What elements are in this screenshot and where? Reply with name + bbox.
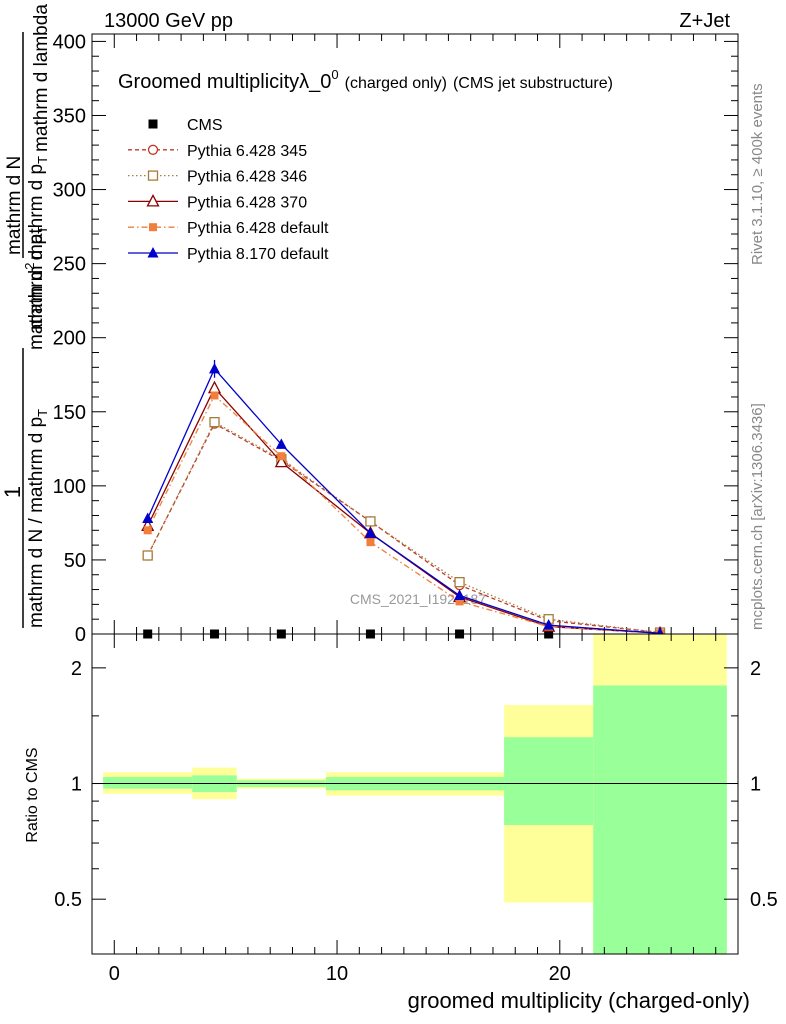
data-point: [277, 452, 286, 461]
ratio-stat-band: [504, 737, 594, 825]
legend-marker: [147, 247, 159, 258]
data-point: [455, 597, 464, 606]
legend: CMS Pythia 6.428 345 Pythia 6.428 346 Pythi…: [128, 117, 329, 263]
y-tick-label: 300: [53, 180, 86, 202]
y-tick-label: 400: [53, 31, 86, 53]
legend-label: Pythia 6.428 370: [187, 194, 307, 211]
ratio-y-tick-label-right: 1: [750, 774, 761, 796]
ratio-y-tick-label: 1: [71, 774, 82, 796]
ylabel-main-den: mathrm d pT: [26, 226, 50, 330]
ylabel-main-num: mathrm d N: [4, 156, 25, 255]
header-right: Z+Jet: [679, 10, 730, 32]
legend-marker: [146, 193, 160, 207]
data-point: [210, 391, 219, 400]
y-tick-label: 250: [53, 254, 86, 276]
ratio-y-ticks: 0.5 0.5 1 1 2 2: [54, 658, 778, 911]
main-plot: 0 50 100 150 200 250 300 350 400 CMS_2021_I19201…: [53, 31, 739, 646]
ratio-stat-band: [593, 685, 727, 954]
ratio-stat-band: [103, 776, 193, 789]
ratio-bands: [103, 634, 727, 954]
legend-item: Pythia 6.428 346: [128, 169, 307, 186]
data-point: [143, 526, 152, 535]
y-tick-label: 50: [64, 550, 86, 572]
header-left: 13000 GeV pp: [104, 10, 233, 32]
watermark: CMS_2021_I1920187: [350, 591, 486, 607]
x-axis-label: groomed multiplicity (charged-only): [408, 988, 750, 1013]
data-point: [142, 550, 153, 561]
data-point: [274, 454, 288, 468]
y-tick-label: 100: [53, 476, 86, 498]
main-title: Groomed multiplicityλ_00(charged only) (C…: [118, 67, 613, 93]
y-tick-label: 150: [53, 402, 86, 424]
y-tick-label: 200: [53, 328, 86, 350]
legend-item: Pythia 6.428 345: [128, 143, 307, 160]
ylabel-frac-num: 1: [0, 486, 25, 498]
data-point: [366, 538, 375, 547]
x-tick-label: 0: [109, 963, 120, 985]
data-point: [209, 362, 221, 374]
data-point: [364, 527, 376, 538]
ylabel-main-den2: mathrm d pTmathrm d lambda: [26, 4, 52, 260]
legend-item: Pythia 6.428 default: [128, 220, 329, 237]
data-point: [454, 576, 465, 588]
rivet-label: Rivet 3.1.10, ≥ 400k events: [749, 83, 766, 265]
main-y-ticks: 0 50 100 150 200 250 300 350 400: [53, 31, 738, 646]
legend-item: Pythia 8.170 default: [128, 246, 329, 263]
legend-label: Pythia 6.428 default: [187, 220, 329, 237]
legend-label: Pythia 8.170 default: [187, 246, 329, 263]
x-tick-label: 10: [326, 963, 348, 985]
legend-marker: [147, 170, 159, 181]
y-tick-label: 350: [53, 105, 86, 127]
ratio-y-tick-label: 0.5: [54, 889, 82, 911]
ratio-plot: 0.5 0.5 1 1 2 2 0 10 20 Ratio to CMS groomed mu…: [24, 633, 778, 1013]
legend-item: CMS: [148, 117, 223, 134]
ratio-y-tick-label: 2: [71, 658, 82, 680]
ylabel-frac-den: mathrm d N / mathrm d pT: [26, 409, 50, 628]
legend-label: Pythia 6.428 345: [187, 143, 307, 160]
legend-marker: [148, 119, 158, 129]
y-tick-label: 0: [75, 624, 86, 646]
y-axis-label: 1 mathrm d N / mathrm d pT mathrm d2 mat…: [0, 4, 52, 628]
legend-label: Pythia 6.428 346: [187, 169, 307, 186]
ratio-y-tick-label-right: 2: [750, 658, 761, 680]
data-point: [209, 416, 220, 428]
legend-marker: [149, 223, 157, 232]
ratio-y-tick-label-right: 0.5: [750, 889, 778, 911]
mcplots-label: mcplots.cern.ch [arXiv:1306.3436]: [749, 403, 766, 630]
data-point: [454, 589, 466, 600]
data-point: [207, 380, 222, 394]
ratio-x-ticks: 0 10 20: [109, 634, 717, 985]
x-tick-label: 20: [549, 963, 571, 985]
ratio-plot-frame: [91, 633, 739, 955]
legend-marker: [147, 144, 159, 155]
ylabel-mid: mathrm d2: [22, 263, 47, 350]
data-point: [543, 619, 555, 630]
data-point: [365, 516, 376, 527]
legend-item: Pythia 6.428 370: [128, 193, 307, 211]
ratio-ylabel: Ratio to CMS: [24, 747, 41, 842]
data-point: [275, 438, 287, 449]
legend-label: CMS: [187, 117, 223, 134]
data-point: [142, 512, 154, 523]
